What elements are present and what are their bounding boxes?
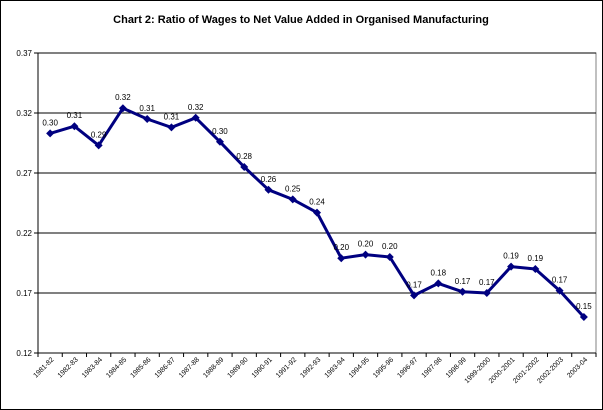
data-point-marker	[313, 208, 321, 217]
data-label: 0.28	[236, 152, 252, 161]
data-label: 0.17	[406, 280, 422, 289]
data-point-marker	[94, 141, 103, 150]
x-tick-label: 1986-87	[154, 356, 177, 379]
data-point-marker	[507, 262, 516, 271]
data-label: 0.17	[552, 276, 568, 285]
x-tick-label: 1985-86	[129, 356, 152, 379]
data-point-marker	[555, 286, 564, 295]
data-point-marker	[215, 137, 224, 146]
data-label: 0.17	[455, 277, 471, 286]
x-tick-label: 1989-90	[227, 356, 250, 379]
data-point-marker	[167, 123, 176, 132]
y-tick-label: 0.12	[16, 349, 32, 358]
x-tick-label: 1997-98	[421, 356, 444, 379]
data-label: 0.31	[67, 111, 83, 120]
x-tick-label: 1984-85	[105, 356, 128, 379]
data-label: 0.29	[91, 130, 107, 139]
x-tick-label: 1995-96	[372, 356, 395, 379]
data-label: 0.25	[285, 184, 301, 193]
data-label-layer: 0.30 0.31 0.29 0.32 0.31 0.31 0.32 0.30 0.28 0.26…	[42, 93, 592, 311]
y-tick-label: 0.32	[16, 109, 32, 118]
data-point-marker	[434, 279, 443, 288]
x-tick-label: 1981-82	[32, 356, 55, 379]
x-tick-label: 1993-94	[324, 356, 347, 379]
data-point-marker	[410, 291, 419, 300]
series-layer	[46, 104, 588, 321]
data-label: 0.32	[188, 103, 204, 112]
data-label: 0.18	[431, 268, 447, 277]
data-label: 0.26	[261, 175, 277, 184]
x-tick-label: 1983-84	[81, 356, 104, 379]
data-point-marker	[70, 122, 79, 131]
chart-title: Chart 2: Ratio of Wages to Net Value Add…	[113, 14, 489, 26]
data-point-marker	[385, 253, 394, 261]
data-point-marker	[337, 254, 346, 263]
data-label: 0.24	[309, 198, 325, 207]
plot-area	[37, 52, 597, 354]
data-label: 0.30	[212, 127, 228, 136]
data-point-marker	[531, 265, 540, 273]
y-tick-label: 0.27	[16, 169, 32, 178]
data-label: 0.17	[479, 278, 495, 287]
x-tick-label: 1991-92	[275, 356, 298, 379]
data-label: 0.15	[576, 302, 592, 311]
x-tick-label: 1982-83	[57, 356, 80, 379]
x-tick-label: 1987-88	[178, 356, 201, 379]
x-tick-label: 1994-95	[348, 356, 371, 379]
y-tick-label: 0.17	[16, 289, 32, 298]
data-label: 0.31	[139, 104, 155, 113]
gridlines	[38, 52, 596, 294]
x-tick-label: 1988-89	[202, 356, 225, 379]
data-point-marker	[143, 115, 152, 123]
data-label: 0.30	[42, 118, 58, 127]
data-point-marker	[579, 313, 588, 321]
x-axis-ticks: 1981-82 1982-83 1983-84 1984-85 1985-86 1986-…	[32, 353, 597, 385]
x-tick-label: 1990-91	[251, 356, 274, 379]
x-tick-label: 2002-2003	[536, 356, 565, 385]
x-tick-label: 1998-99	[445, 356, 468, 379]
data-point-marker	[458, 287, 467, 296]
data-point-marker	[240, 163, 249, 171]
data-label: 0.20	[358, 240, 374, 249]
data-point-marker	[264, 185, 273, 194]
data-label: 0.19	[503, 252, 519, 261]
y-axis-ticks: 0.12 0.17 0.22 0.27 0.32 0.37	[16, 49, 596, 358]
data-label: 0.19	[528, 254, 544, 263]
data-point-marker	[482, 289, 491, 297]
data-label: 0.20	[382, 242, 398, 251]
x-tick-label: 1996-97	[396, 356, 419, 379]
data-point-marker	[361, 250, 370, 259]
data-label: 0.31	[164, 112, 180, 121]
data-point-marker	[288, 195, 297, 204]
data-point-marker	[46, 129, 55, 138]
x-tick-label: 1992-93	[299, 356, 322, 379]
x-tick-label: 2003-04	[566, 356, 589, 379]
y-tick-label: 0.22	[16, 229, 32, 238]
y-tick-label: 0.37	[16, 49, 32, 58]
data-point-marker	[118, 104, 127, 113]
data-label: 0.20	[333, 243, 349, 252]
data-point-marker	[191, 113, 200, 122]
data-label: 0.32	[115, 93, 131, 102]
